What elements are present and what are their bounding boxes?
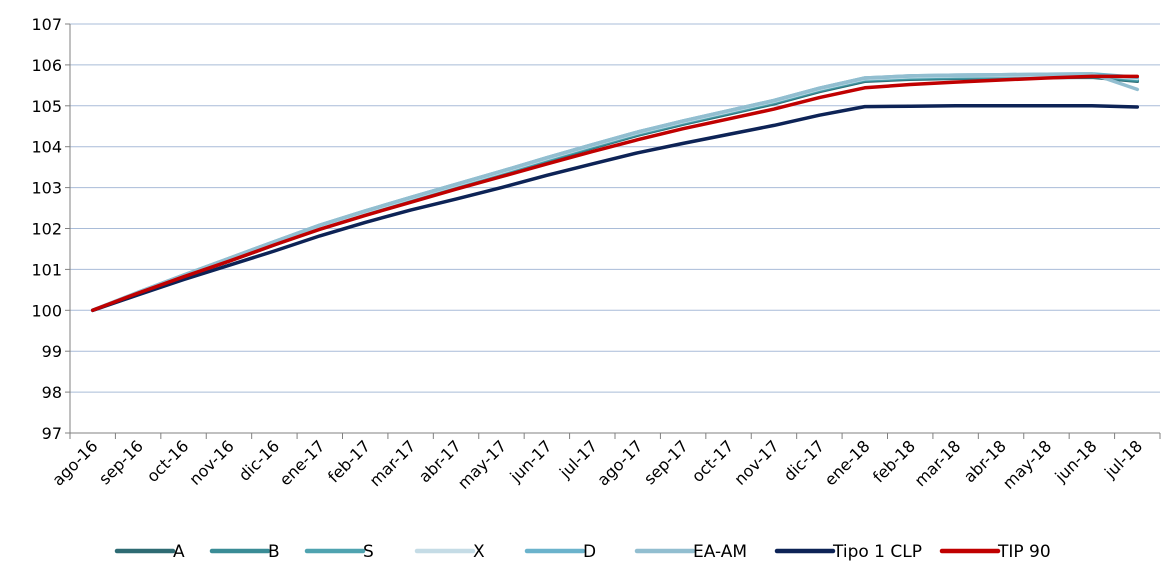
x-tick-label: sep-17 [640, 436, 692, 488]
x-tick-label: nov-17 [730, 436, 782, 488]
series-line-b [90, 74, 1140, 313]
x-tick-label: ene-17 [276, 436, 329, 489]
y-tick-label: 106 [31, 56, 62, 75]
y-tick-label: 104 [31, 138, 62, 157]
legend-label-tipo-1-clp: Tipo 1 CLP [832, 542, 922, 562]
legend-label-b: B [268, 542, 280, 562]
x-tick-label: oct-17 [688, 436, 737, 485]
legend-label-tip-90: TIP 90 [997, 542, 1051, 562]
y-tick-label: 98 [42, 383, 62, 402]
y-tick-label: 103 [31, 179, 62, 198]
x-tick-label: mar-17 [366, 436, 420, 490]
series-line-s [90, 73, 1140, 313]
legend: A B S X D EA-AM Tipo 1 CLP TIP 90 [114, 542, 1051, 562]
series-line-tip-90 [90, 74, 1140, 313]
x-tick-label: ene-18 [821, 436, 874, 489]
x-tick-label: ago-16 [48, 436, 101, 489]
y-tick-label: 101 [31, 260, 62, 279]
x-tick-label: jun-18 [1051, 436, 1101, 486]
series-lines [90, 72, 1140, 313]
x-tick-label: nov-16 [185, 436, 237, 488]
legend-label-s: S [363, 542, 374, 562]
series-line-a [90, 75, 1140, 313]
y-tick-label: 97 [42, 424, 62, 443]
x-tick-label: may-18 [999, 436, 1055, 492]
legend-label-a: A [173, 542, 185, 562]
axes [65, 23, 1161, 439]
series-line-x [90, 72, 1140, 313]
legend-label-x: X [473, 542, 485, 562]
y-tick-label: 100 [31, 301, 62, 320]
x-axis-tick-labels: ago-16sep-16oct-16nov-16dic-16ene-17feb-… [48, 436, 1146, 492]
y-tick-label: 99 [42, 342, 62, 361]
y-tick-label: 102 [31, 220, 62, 239]
legend-label-ea-am: EA-AM [693, 542, 747, 562]
series-line-d [90, 72, 1140, 313]
x-tick-label: may-17 [454, 436, 510, 492]
x-tick-label: jun-17 [506, 436, 556, 486]
gridlines [70, 23, 1160, 393]
y-axis-tick-labels: 97 98 99 100 101 102 103 104 105 106 107 [31, 15, 62, 443]
x-tick-label: oct-16 [143, 436, 192, 485]
legend-label-d: D [583, 542, 596, 562]
x-tick-label: mar-18 [911, 436, 965, 490]
series-line-ea-am [90, 72, 1140, 313]
x-tick-label: sep-16 [95, 436, 147, 488]
y-tick-label: 105 [31, 97, 62, 116]
y-tick-label: 107 [31, 15, 62, 34]
x-tick-label: ago-17 [593, 436, 646, 489]
x-tick-label: jul-18 [1100, 436, 1146, 482]
series-line-tipo-1-clp [90, 104, 1140, 313]
